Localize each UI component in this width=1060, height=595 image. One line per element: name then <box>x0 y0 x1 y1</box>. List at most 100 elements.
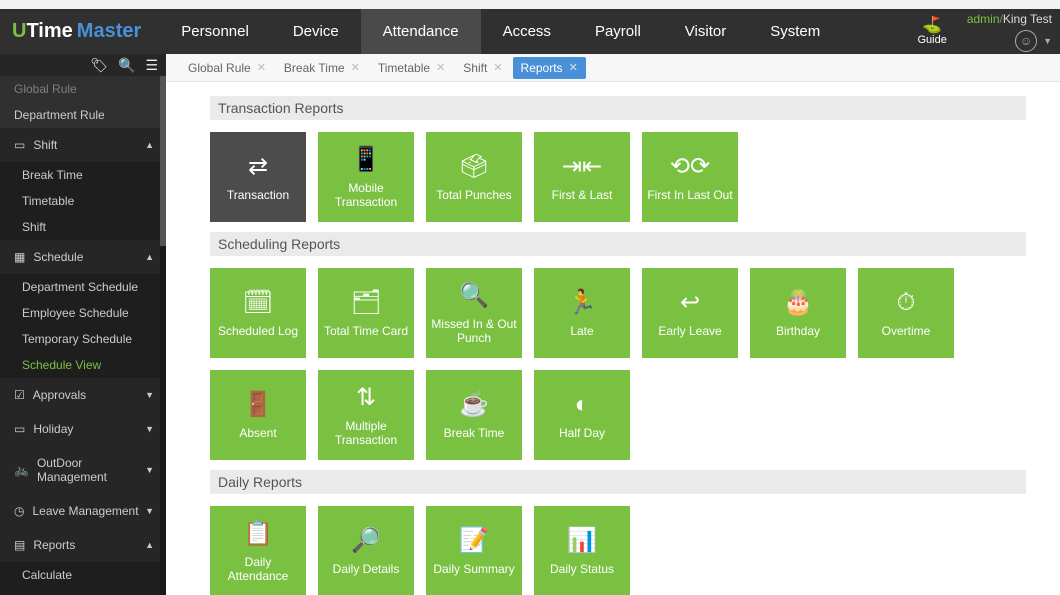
card-label: Early Leave <box>658 324 721 338</box>
sidebar-header-holiday-label: Holiday <box>33 422 73 436</box>
search-icon[interactable]: 🔍 <box>118 57 135 74</box>
report-card-break-time[interactable]: ☕ Break Time <box>426 370 522 460</box>
section-header: Transaction Reports <box>210 96 1026 120</box>
report-card-early-leave[interactable]: ↩Early Leave <box>642 268 738 358</box>
sidebar-item-timetable[interactable]: Timetable <box>0 188 166 214</box>
card-label: Daily Status <box>550 562 614 576</box>
report-card-total-punches[interactable]: 🗳 Total Punches <box>426 132 522 222</box>
user-caret-icon[interactable]: ▼ <box>1043 36 1052 46</box>
sidebar-item-department-rule[interactable]: Department Rule <box>0 102 166 128</box>
nav-item-payroll[interactable]: Payroll <box>573 9 663 54</box>
user-avatar-icon[interactable]: ☺ <box>1015 30 1037 52</box>
clock-icon: ◷ <box>14 504 24 518</box>
card-label: Mobile Transaction <box>322 181 410 210</box>
report-card-overtime[interactable]: ⏱Overtime <box>858 268 954 358</box>
report-card-mobile-transaction[interactable]: 📱Mobile Transaction <box>318 132 414 222</box>
report-card-first-last[interactable]: ⇥⇤First & Last <box>534 132 630 222</box>
sidebar-header-schedule[interactable]: ▦ Schedule ▲ <box>0 240 166 274</box>
sidebar-header-outdoor-label: OutDoor Management <box>37 456 152 484</box>
report-card-absent[interactable]: 🚪Absent <box>210 370 306 460</box>
card-icon: 🗳 <box>459 152 489 182</box>
report-card-scheduled-log[interactable]: 🗓Scheduled Log <box>210 268 306 358</box>
logo-u: U <box>12 20 26 42</box>
nav-item-personnel[interactable]: Personnel <box>159 9 271 54</box>
card-label: Daily Attendance <box>214 555 302 584</box>
grid-icon: ▦ <box>14 250 25 264</box>
card-label: Total Punches <box>436 188 511 202</box>
nav-item-attendance[interactable]: Attendance <box>361 9 481 54</box>
sidebar-item-reports[interactable]: Reports <box>0 588 166 595</box>
sidebar-item-shift[interactable]: Shift <box>0 214 166 240</box>
card-label: Daily Summary <box>433 562 514 576</box>
app-header: UTimeMaster PersonnelDeviceAttendanceAcc… <box>0 9 1060 54</box>
caret-down-icon: ▼ <box>145 465 154 475</box>
sidebar-item-department-schedule[interactable]: Department Schedule <box>0 274 166 300</box>
card-label: First & Last <box>552 188 613 202</box>
card-icon: 📝 <box>459 526 489 556</box>
report-card-birthday[interactable]: 🎂Birthday <box>750 268 846 358</box>
tab-shift[interactable]: Shift ✕ <box>455 57 510 79</box>
sidebar-header-approvals[interactable]: ☑ Approvals ▼ <box>0 378 166 412</box>
sidebar-header-shift[interactable]: ▭ Shift ▲ <box>0 128 166 162</box>
guide-button[interactable]: ⛳ Guide <box>917 18 966 46</box>
card-label: Transaction <box>227 188 289 202</box>
card-icon: ⏱ <box>897 288 916 318</box>
report-card-half-day[interactable]: ◐ Half Day <box>534 370 630 460</box>
report-card-transaction[interactable]: ⇄ Transaction <box>210 132 306 222</box>
nav-item-access[interactable]: Access <box>481 9 573 54</box>
tab-break-time[interactable]: Break Time ✕ <box>276 57 368 79</box>
report-card-daily-details[interactable]: 🔎Daily Details <box>318 506 414 595</box>
report-card-total-time-card[interactable]: 🗂Total Time Card <box>318 268 414 358</box>
card-icon: 🏃 <box>567 288 597 318</box>
report-card-daily-status[interactable]: 📊Daily Status <box>534 506 630 595</box>
sidebar-header-outdoor[interactable]: 🚲 OutDoor Management ▼ <box>0 446 166 494</box>
card-icon: ☕ <box>459 390 489 420</box>
tag-icon[interactable]: 🏷 <box>90 57 108 74</box>
tab-global-rule[interactable]: Global Rule ✕ <box>180 57 274 79</box>
report-card-late[interactable]: 🏃Late <box>534 268 630 358</box>
sidebar-header-reports[interactable]: ▤ Reports ▲ <box>0 528 166 562</box>
sidebar-scroll-thumb[interactable] <box>160 76 166 246</box>
guide-label: Guide <box>917 34 946 46</box>
tab-label: Reports <box>521 61 563 75</box>
user-admin[interactable]: admin <box>967 12 1000 26</box>
user-area: admin/King Test ☺ ▼ <box>967 12 1060 52</box>
sidebar-header-leave-label: Leave Management <box>32 504 138 518</box>
card-label: Half Day <box>559 426 605 440</box>
report-card-first-in-last-out[interactable]: ⟲⟳First In Last Out <box>642 132 738 222</box>
tab-timetable[interactable]: Timetable✕ <box>370 57 453 79</box>
tab-reports[interactable]: Reports ✕ <box>513 57 586 79</box>
tab-label: Global Rule <box>188 61 251 75</box>
sidebar-item-global-rule[interactable]: Global Rule <box>0 76 166 102</box>
nav-item-visitor[interactable]: Visitor <box>663 9 748 54</box>
close-icon[interactable]: ✕ <box>436 61 445 74</box>
sidebar-header-leave[interactable]: ◷ Leave Management ▼ <box>0 494 166 528</box>
report-card-missed-in-out-punch[interactable]: 🔍Missed In & Out Punch <box>426 268 522 358</box>
sidebar-item-temporary-schedule[interactable]: Temporary Schedule <box>0 326 166 352</box>
card-label: Break Time <box>444 426 505 440</box>
report-card-multiple-transaction[interactable]: ⇅Multiple Transaction <box>318 370 414 460</box>
close-icon[interactable]: ✕ <box>493 61 502 74</box>
report-card-daily-attendance[interactable]: 📋Daily Attendance <box>210 506 306 595</box>
main-panel: Global Rule✕Break Time✕Timetable✕Shift✕R… <box>166 54 1060 595</box>
card-label: Multiple Transaction <box>322 419 410 448</box>
card-grid: 🗓Scheduled Log🗂Total Time Card🔍Missed In… <box>210 268 1026 460</box>
sidebar-item-employee-schedule[interactable]: Employee Schedule <box>0 300 166 326</box>
sidebar-header-holiday[interactable]: ▭ Holiday ▼ <box>0 412 166 446</box>
sidebar-item-calculate[interactable]: Calculate <box>0 562 166 588</box>
card-icon: ◐ <box>575 390 590 420</box>
sidebar-header-schedule-label: Schedule <box>33 250 83 264</box>
close-icon[interactable]: ✕ <box>351 61 360 74</box>
close-icon[interactable]: ✕ <box>257 61 266 74</box>
tab-label: Break Time <box>284 61 345 75</box>
list-icon[interactable]: ☰ <box>145 57 158 74</box>
sidebar-item-break-time[interactable]: Break Time <box>0 162 166 188</box>
sidebar-item-schedule-view[interactable]: Schedule View <box>0 352 166 378</box>
card-icon: ⇄ <box>248 152 268 182</box>
tab-label: Shift <box>463 61 487 75</box>
caret-up-icon: ▲ <box>145 140 154 150</box>
nav-item-device[interactable]: Device <box>271 9 361 54</box>
close-icon[interactable]: ✕ <box>569 61 578 74</box>
nav-item-system[interactable]: System <box>748 9 842 54</box>
report-card-daily-summary[interactable]: 📝 Daily Summary <box>426 506 522 595</box>
